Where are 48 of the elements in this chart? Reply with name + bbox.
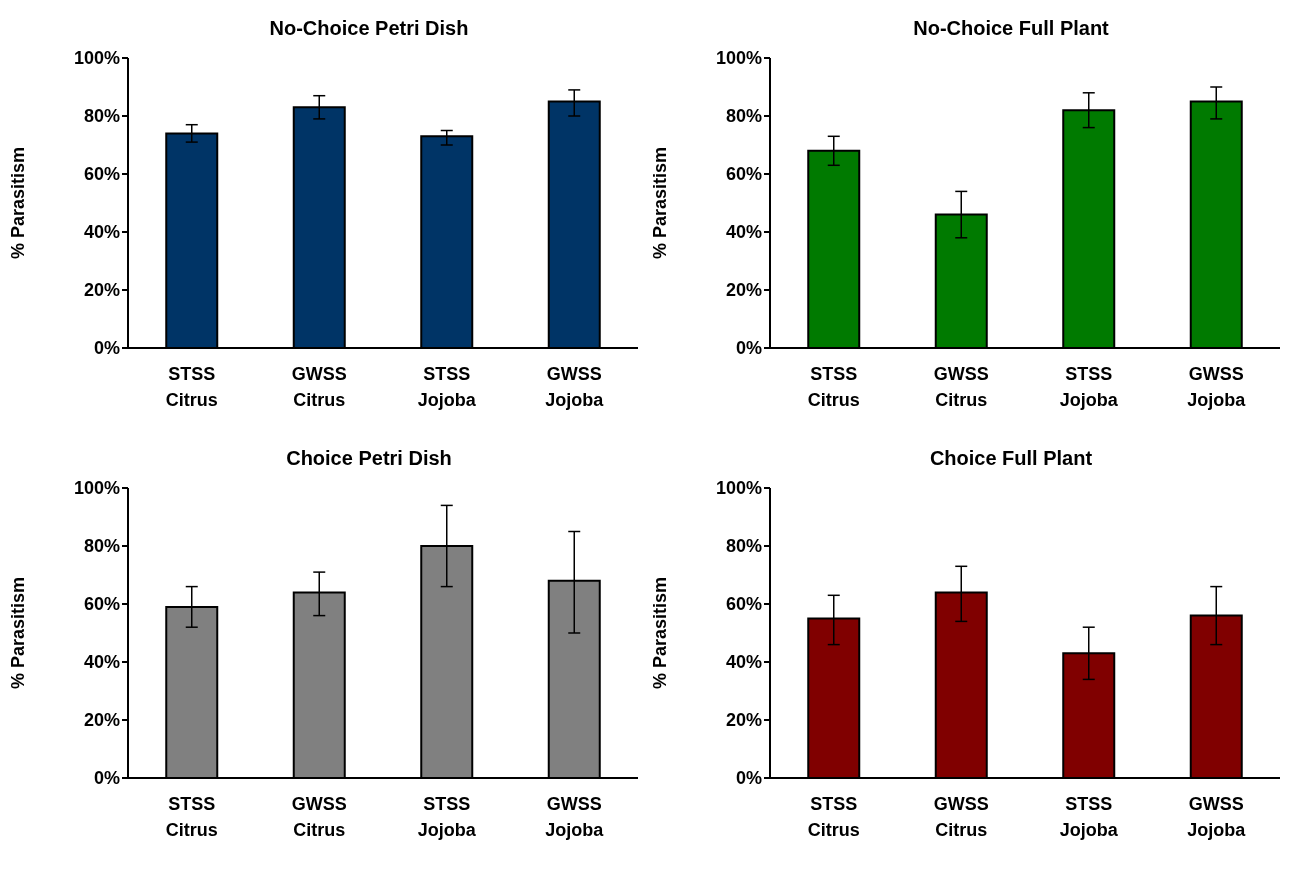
x-tick-label: STSS Jojoba <box>1059 364 1119 410</box>
y-axis-title: % Parasitism <box>8 576 29 690</box>
chart-title: No-Choice Petri Dish <box>268 16 470 41</box>
x-tick-label: STSS Citrus <box>807 794 860 840</box>
y-tick-label: 60% <box>83 164 120 185</box>
x-tick-label: GWSS Jojoba <box>545 364 605 410</box>
y-tick-label: 40% <box>83 652 120 673</box>
x-tick-label: GWSS Citrus <box>933 794 989 840</box>
y-tick-label: 40% <box>725 652 762 673</box>
y-tick-label: 80% <box>725 106 762 127</box>
y-tick-label: 20% <box>83 280 120 301</box>
x-tick-label: STSS Jojoba <box>417 794 477 840</box>
x-tick-label: GWSS Citrus <box>291 364 347 410</box>
y-tick-label: 80% <box>83 536 120 557</box>
y-axis-title: % Parasitism <box>650 576 671 690</box>
y-tick-label: 100% <box>73 478 120 499</box>
chart-title: No-Choice Full Plant <box>912 16 1110 41</box>
y-axis-title: % Parasitism <box>8 146 29 260</box>
y-tick-label: 0% <box>735 338 762 359</box>
y-axis-title: % Parasitism <box>650 146 671 260</box>
y-tick-label: 100% <box>715 48 762 69</box>
y-tick-label: 80% <box>83 106 120 127</box>
y-tick-label: 60% <box>83 594 120 615</box>
y-tick-label: 0% <box>93 768 120 789</box>
x-tick-label: STSS Citrus <box>807 364 860 410</box>
y-tick-label: 0% <box>93 338 120 359</box>
y-tick-label: 20% <box>725 280 762 301</box>
chart-title: Choice Full Plant <box>928 446 1094 471</box>
y-tick-label: 20% <box>83 710 120 731</box>
x-tick-label: GWSS Citrus <box>291 794 347 840</box>
chart-title: Choice Petri Dish <box>285 446 453 471</box>
y-tick-label: 60% <box>725 164 762 185</box>
x-tick-label: STSS Jojoba <box>417 364 477 410</box>
x-tick-label: STSS Jojoba <box>1059 794 1119 840</box>
y-tick-label: 100% <box>73 48 120 69</box>
y-tick-label: 0% <box>735 768 762 789</box>
y-tick-label: 40% <box>725 222 762 243</box>
x-tick-label: GWSS Jojoba <box>1187 794 1247 840</box>
x-tick-label: GWSS Jojoba <box>1187 364 1247 410</box>
y-tick-label: 80% <box>725 536 762 557</box>
y-tick-label: 60% <box>725 594 762 615</box>
x-tick-label: STSS Citrus <box>165 794 218 840</box>
x-tick-label: GWSS Jojoba <box>545 794 605 840</box>
y-tick-label: 20% <box>725 710 762 731</box>
y-tick-label: 40% <box>83 222 120 243</box>
y-tick-label: 100% <box>715 478 762 499</box>
x-tick-label: STSS Citrus <box>165 364 218 410</box>
x-tick-label: GWSS Citrus <box>933 364 989 410</box>
